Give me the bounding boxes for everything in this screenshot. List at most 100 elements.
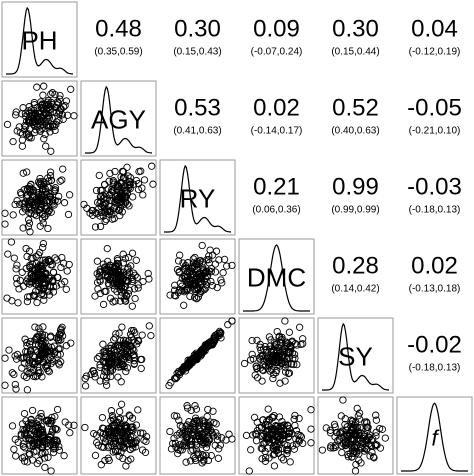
scatter-point <box>13 350 22 359</box>
scatter-point <box>170 434 178 442</box>
scatter-point <box>70 421 78 429</box>
scatter-point <box>107 358 116 366</box>
scatter-point <box>55 192 63 201</box>
scatter-point <box>51 186 59 194</box>
scatter-point <box>115 329 123 337</box>
scatter-point <box>296 431 304 440</box>
scatter-point <box>285 425 294 433</box>
scatter-point <box>30 292 39 300</box>
scatter-point <box>17 430 25 438</box>
scatter-point <box>34 422 42 430</box>
scatter-point <box>40 454 49 462</box>
scatter-point <box>287 360 295 368</box>
scatter-point <box>38 286 46 294</box>
correlation-ci: (-0.18,0.13) <box>409 363 461 374</box>
scatter-point <box>117 200 126 208</box>
scatter-point <box>110 336 118 344</box>
scatter-point <box>129 275 137 284</box>
scatter-point <box>111 334 119 342</box>
scatter-point <box>44 224 52 233</box>
scatter-point <box>252 362 260 370</box>
scatter-point <box>272 421 280 430</box>
scatter-point <box>200 456 208 464</box>
scatter-point <box>115 452 123 460</box>
scatter-point <box>3 120 12 129</box>
panel-frame <box>80 396 157 475</box>
scatter-point <box>307 406 315 414</box>
scatter-point <box>140 176 149 184</box>
scatter-point <box>33 103 41 112</box>
scatter-point <box>117 448 125 456</box>
scatter-point <box>116 363 125 371</box>
scatter-point <box>23 368 31 376</box>
scatter-point <box>62 285 70 293</box>
scatter-point <box>371 442 380 450</box>
scatter-point <box>27 134 35 142</box>
scatter-point <box>19 169 27 177</box>
scatter-point <box>368 448 376 457</box>
scatter-point <box>27 206 36 214</box>
scatter-point <box>318 446 327 454</box>
scatter-point <box>122 292 131 301</box>
scatter-point <box>175 369 183 377</box>
scatter-point <box>65 421 73 429</box>
scatter-point <box>295 414 303 423</box>
scatter-point <box>33 459 41 468</box>
panel-RY-DMC: 0.21 (0.06,0.36) <box>252 174 300 216</box>
scatter-point <box>104 427 113 435</box>
correlation-value: 0.02 <box>411 253 458 280</box>
scatter-point <box>12 385 20 393</box>
scatter-point <box>49 448 58 457</box>
scatter-point <box>57 280 65 288</box>
scatter-point <box>195 271 203 279</box>
scatter-point <box>45 287 53 295</box>
scatter-point <box>108 263 116 272</box>
scatter-point <box>39 210 47 219</box>
scatter-point <box>117 378 125 386</box>
scatter-point <box>29 186 37 195</box>
panel-frame <box>238 238 315 315</box>
scatter-point <box>40 349 48 358</box>
scatter-point <box>114 182 123 190</box>
scatter-point <box>36 179 44 188</box>
scatter-point <box>205 252 213 260</box>
scatter-point <box>119 275 128 283</box>
scatter-point <box>204 456 213 465</box>
scatter-point <box>47 208 55 216</box>
scatter-point <box>46 189 54 198</box>
scatter-point <box>269 348 278 357</box>
variable-label: DMC <box>247 263 306 293</box>
scatter-point <box>295 323 304 331</box>
correlation-value: 0.30 <box>174 16 221 43</box>
scatter-point <box>105 456 113 465</box>
scatter-point <box>114 373 122 381</box>
scatter-point <box>25 132 34 140</box>
scatter-point <box>264 405 272 413</box>
scatter-point <box>33 207 41 215</box>
scatter-point <box>134 337 143 345</box>
scatter-point <box>93 210 101 218</box>
scatter-point <box>190 453 198 461</box>
scatter-point <box>37 290 45 299</box>
panel-frame <box>1 1 78 78</box>
scatter-point <box>96 268 104 277</box>
scatter-point <box>125 427 134 436</box>
scatter-point <box>218 434 226 442</box>
scatter-point <box>38 442 46 451</box>
scatter-point <box>205 267 213 275</box>
scatter-point <box>182 286 190 294</box>
scatter-point <box>16 188 25 197</box>
scatter-point <box>13 280 21 288</box>
scatter-point <box>25 356 33 364</box>
scatter-point <box>22 431 31 440</box>
scatter-point <box>187 447 195 455</box>
correlation-value: 0.48 <box>95 16 142 43</box>
correlation-ci: (-0.14,0.17) <box>251 126 303 137</box>
scatter-point <box>269 374 277 383</box>
scatter-point <box>269 444 277 452</box>
scatter-point <box>45 291 54 299</box>
scatter-point <box>32 252 40 261</box>
scatter-point <box>30 291 38 300</box>
scatter-point <box>214 454 223 462</box>
